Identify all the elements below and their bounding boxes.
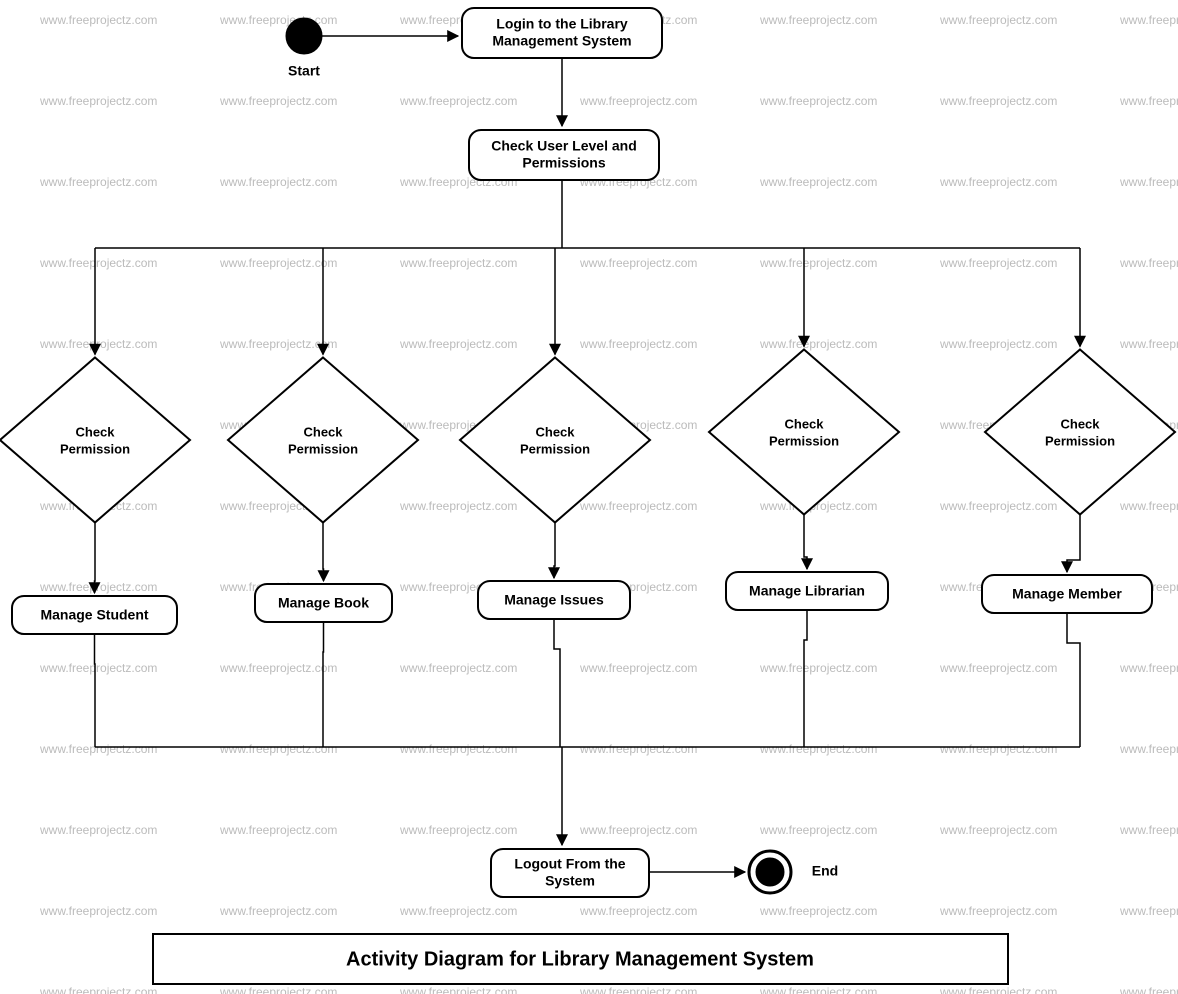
edge-action-join-2 xyxy=(554,619,560,747)
actions-group: Manage Student Manage Book Manage Issues Ma… xyxy=(12,572,1152,634)
action-join-edges xyxy=(95,610,1081,747)
edge-action-join-3 xyxy=(804,610,807,747)
action-label-4: Manage Member xyxy=(1012,586,1122,602)
decision-diamond-3 xyxy=(709,350,899,515)
decision-label-2-1: Permission xyxy=(288,441,358,456)
login-label-1: Login to the Library xyxy=(496,16,628,32)
edge-decision-action-1 xyxy=(323,523,324,582)
checkul-label-2: Permissions xyxy=(522,155,605,171)
edge-decision-action-0 xyxy=(95,523,96,594)
diagram-title-label: Activity Diagram for Library Management … xyxy=(346,948,814,970)
decision-label-2-2: Permission xyxy=(520,441,590,456)
edge-action-join-1 xyxy=(323,622,324,747)
decision-label-2-3: Permission xyxy=(769,433,839,448)
decision-label-1-1: Check xyxy=(303,424,343,439)
decision-label-1-0: Check xyxy=(75,424,115,439)
end-label: End xyxy=(812,863,838,879)
decision-label-2-4: Permission xyxy=(1045,433,1115,448)
check-user-level-node: Check User Level and Permissions xyxy=(469,130,659,180)
edge-action-join-0 xyxy=(95,634,96,747)
edge-action-join-4 xyxy=(1067,613,1080,747)
end-node: End xyxy=(749,851,838,893)
action-label-0: Manage Student xyxy=(40,607,148,623)
edge-decision-action-4 xyxy=(1067,515,1080,573)
login-node: Login to the Library Management System xyxy=(462,8,662,58)
start-label: Start xyxy=(288,63,320,79)
edge-decision-action-2 xyxy=(554,523,555,579)
edge-decision-action-3 xyxy=(804,515,807,570)
logout-node: Logout From the System xyxy=(491,849,649,897)
decision-label-1-2: Check xyxy=(535,424,575,439)
decision-label-1-3: Check xyxy=(784,416,824,431)
decision-diamond-4 xyxy=(985,350,1175,515)
action-label-3: Manage Librarian xyxy=(749,583,865,599)
activity-diagram-svg: Start Login to the Library Management Sy… xyxy=(0,0,1178,994)
action-label-1: Manage Book xyxy=(278,595,369,611)
decision-diamond-0 xyxy=(0,358,190,523)
decision-diamond-1 xyxy=(228,358,418,523)
diagram-title-box: Activity Diagram for Library Management … xyxy=(153,934,1008,984)
decision-label-1-4: Check xyxy=(1060,416,1100,431)
action-label-2: Manage Issues xyxy=(504,592,604,608)
checkul-label-1: Check User Level and xyxy=(491,138,637,154)
decision-label-2-0: Permission xyxy=(60,441,130,456)
start-node: Start xyxy=(286,18,322,79)
decisions-group: Check Permission Check Permission Check Permi… xyxy=(0,350,1175,523)
login-label-2: Management System xyxy=(492,33,631,49)
logout-label-2: System xyxy=(545,873,595,889)
logout-label-1: Logout From the xyxy=(514,856,625,872)
decision-diamond-2 xyxy=(460,358,650,523)
